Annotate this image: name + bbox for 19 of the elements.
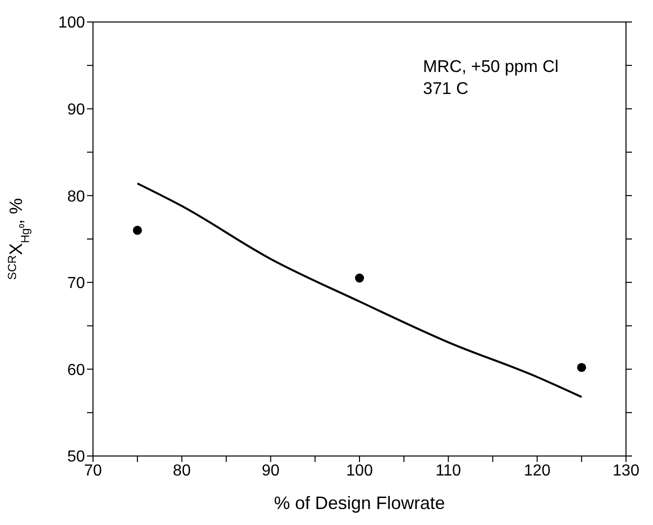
annotation: MRC, +50 ppm Cl 371 C bbox=[423, 56, 559, 100]
x-tick-label: 80 bbox=[172, 462, 191, 480]
point bbox=[132, 226, 142, 235]
y-tick-label: 100 bbox=[58, 14, 86, 32]
x-tick-label: 70 bbox=[84, 462, 102, 480]
point bbox=[354, 274, 364, 283]
x-tick-label: 120 bbox=[524, 462, 551, 480]
x-tick-label: 110 bbox=[436, 462, 462, 480]
y-tick-label: 60 bbox=[67, 362, 86, 379]
x-axis-title: % of Design Flowrate bbox=[274, 493, 446, 513]
y-tick-label: 90 bbox=[67, 101, 86, 118]
x-tick-label: 100 bbox=[346, 462, 373, 480]
y-tick-label: 70 bbox=[67, 275, 86, 292]
line-series bbox=[136, 182, 583, 398]
point bbox=[577, 362, 586, 372]
y-tick-label: 50 bbox=[67, 448, 86, 466]
x-tick-label: 90 bbox=[262, 462, 280, 480]
x-tick-label: 130 bbox=[612, 462, 640, 480]
y-tick-label: 80 bbox=[67, 188, 86, 206]
